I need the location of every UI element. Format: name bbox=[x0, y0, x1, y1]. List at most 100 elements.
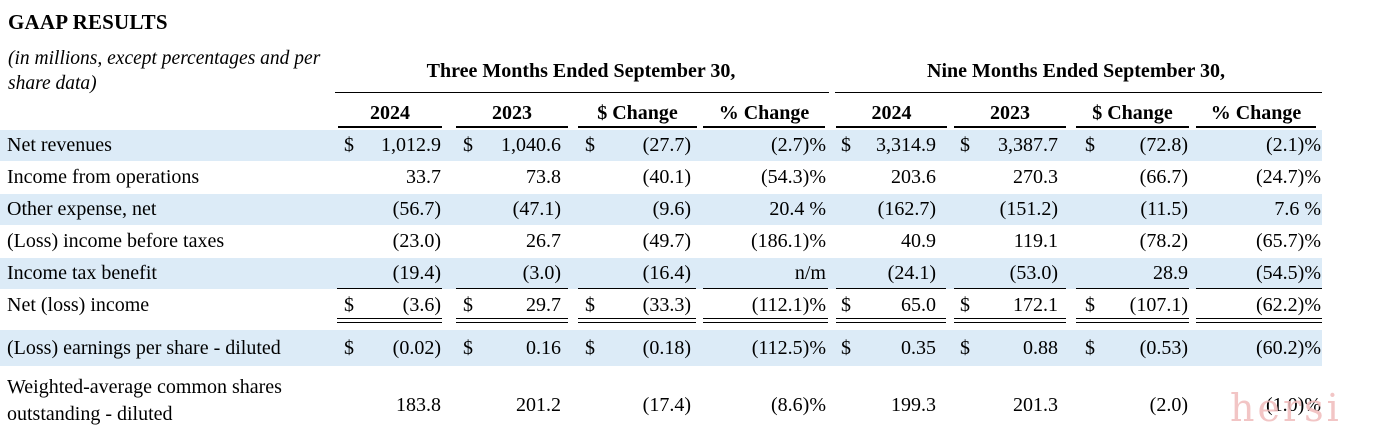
total-double-rule bbox=[703, 318, 828, 323]
table-cell: (107.1) bbox=[1129, 294, 1188, 316]
table-cell: 199.3 bbox=[891, 394, 936, 416]
currency-symbol: $ bbox=[1085, 134, 1095, 156]
table-cell: (112.5)% bbox=[751, 336, 826, 359]
table-cell: (24.7)% bbox=[1256, 166, 1321, 188]
table-cell: (186.1)% bbox=[751, 230, 826, 252]
subtotal-rule bbox=[954, 288, 1066, 289]
table-cell: (27.7) bbox=[642, 134, 691, 156]
table-cell: 119.1 bbox=[1013, 230, 1058, 252]
table-subtitle: (in millions, except percentages and per… bbox=[8, 48, 321, 94]
table-cell: (0.02) bbox=[392, 336, 441, 359]
table-cell: 270.3 bbox=[1013, 166, 1058, 188]
total-double-rule bbox=[578, 318, 696, 323]
currency-symbol: $ bbox=[1085, 294, 1095, 316]
subtotal-rule bbox=[1196, 288, 1322, 289]
total-double-rule bbox=[836, 318, 946, 323]
table-row: (Loss) earnings per share - diluted $ (0.0… bbox=[0, 330, 1322, 366]
table-cell: 3,387.7 bbox=[998, 134, 1058, 156]
currency-symbol: $ bbox=[841, 336, 851, 359]
table-row: Income tax benefit (19.4) (3.0) (16.4) n/m (2… bbox=[0, 258, 1322, 289]
table-cell: (17.4) bbox=[642, 394, 691, 416]
currency-symbol: $ bbox=[841, 134, 851, 156]
table-cell: 29.7 bbox=[526, 294, 561, 316]
table-cell: n/m bbox=[794, 262, 826, 284]
table-cell: 201.2 bbox=[516, 394, 561, 416]
table-cell: (66.7) bbox=[1139, 166, 1188, 188]
table-cell: (112.1)% bbox=[751, 294, 826, 316]
column-header: % Change bbox=[1196, 100, 1316, 128]
currency-symbol: $ bbox=[841, 294, 851, 316]
table-cell: 0.35 bbox=[901, 336, 936, 359]
period-header-three-months: Three Months Ended September 30, bbox=[426, 60, 736, 82]
table-cell: (1.0)% bbox=[1266, 394, 1321, 416]
currency-symbol: $ bbox=[585, 134, 595, 156]
table-cell: (56.7) bbox=[392, 198, 441, 220]
table-cell: (47.1) bbox=[512, 198, 561, 220]
column-header: 2024 bbox=[836, 100, 947, 128]
table-cell: (8.6)% bbox=[771, 394, 826, 416]
table-cell: (0.53) bbox=[1139, 336, 1188, 359]
total-double-rule bbox=[1196, 318, 1322, 323]
table-cell: (2.0) bbox=[1149, 394, 1188, 416]
subtotal-rule bbox=[703, 288, 828, 289]
table-cell: (3.6) bbox=[402, 294, 441, 316]
row-label: Income tax benefit bbox=[7, 262, 157, 284]
table-row: Other expense, net (56.7) (47.1) (9.6) 20.4 … bbox=[0, 194, 1322, 225]
table-cell: (2.1)% bbox=[1266, 134, 1321, 156]
table-cell: (151.2) bbox=[999, 198, 1058, 220]
row-label: (Loss) income before taxes bbox=[7, 230, 225, 252]
table-cell: 172.1 bbox=[1013, 294, 1058, 316]
table-cell: 1,012.9 bbox=[381, 134, 441, 156]
currency-symbol: $ bbox=[1085, 336, 1095, 359]
subtotal-rule bbox=[836, 288, 946, 289]
table-row: Net revenues $1,012.9 $1,040.6 $ (27.7) (2.7)… bbox=[0, 130, 1322, 161]
table-title: GAAP RESULTS bbox=[8, 10, 168, 34]
table-cell: 1,040.6 bbox=[501, 134, 561, 156]
table-cell: (78.2) bbox=[1139, 230, 1188, 252]
table-cell: 0.88 bbox=[1023, 336, 1058, 359]
currency-symbol: $ bbox=[585, 336, 595, 359]
row-label: Other expense, net bbox=[7, 198, 157, 220]
table-cell: (33.3) bbox=[642, 294, 691, 316]
subtotal-rule bbox=[1076, 288, 1189, 289]
table-cell: (65.7)% bbox=[1256, 230, 1321, 252]
table-cell: (162.7) bbox=[877, 198, 936, 220]
table-cell: (2.7)% bbox=[771, 134, 826, 156]
column-header: 2023 bbox=[456, 100, 568, 128]
table-cell: (49.7) bbox=[642, 230, 691, 252]
table-cell: 28.9 bbox=[1153, 262, 1188, 284]
table-cell: (11.5) bbox=[1140, 198, 1188, 220]
currency-symbol: $ bbox=[960, 336, 970, 359]
currency-symbol: $ bbox=[344, 294, 354, 316]
table-cell: 3,314.9 bbox=[876, 134, 936, 156]
table-cell: (24.1) bbox=[887, 262, 936, 284]
table-cell: (9.6) bbox=[652, 198, 691, 220]
table-cell: (72.8) bbox=[1139, 134, 1188, 156]
subtotal-rule bbox=[337, 288, 442, 289]
row-label: (Loss) earnings per share - diluted bbox=[7, 336, 281, 359]
currency-symbol: $ bbox=[463, 336, 473, 359]
column-header: $ Change bbox=[578, 100, 697, 128]
table-cell: (16.4) bbox=[642, 262, 691, 284]
table-cell: 183.8 bbox=[396, 394, 441, 416]
watermark: hersi bbox=[1230, 386, 1342, 430]
currency-symbol: $ bbox=[344, 336, 354, 359]
table-row: Income from operations 33.7 73.8 (40.1) (54.… bbox=[0, 162, 1322, 193]
table-cell: (3.0) bbox=[522, 262, 561, 284]
total-double-rule bbox=[1076, 318, 1189, 323]
table-cell: 73.8 bbox=[526, 166, 561, 188]
table-cell: 40.9 bbox=[901, 230, 936, 252]
currency-symbol: $ bbox=[463, 294, 473, 316]
currency-symbol: $ bbox=[463, 134, 473, 156]
table-cell: (23.0) bbox=[392, 230, 441, 252]
table-cell: 201.3 bbox=[1013, 394, 1058, 416]
table-cell: 7.6 % bbox=[1274, 198, 1321, 220]
row-label: Net revenues bbox=[7, 134, 112, 156]
table-row: Weighted-average common shares outstandi… bbox=[0, 372, 1322, 426]
table-cell: 26.7 bbox=[526, 230, 561, 252]
table-cell: 33.7 bbox=[406, 166, 441, 188]
table-row: Net (loss) income $ (3.6) $29.7 $ (33.3) (112.… bbox=[0, 290, 1322, 321]
currency-symbol: $ bbox=[960, 294, 970, 316]
table-cell: 0.16 bbox=[526, 336, 561, 359]
total-double-rule bbox=[456, 318, 568, 323]
